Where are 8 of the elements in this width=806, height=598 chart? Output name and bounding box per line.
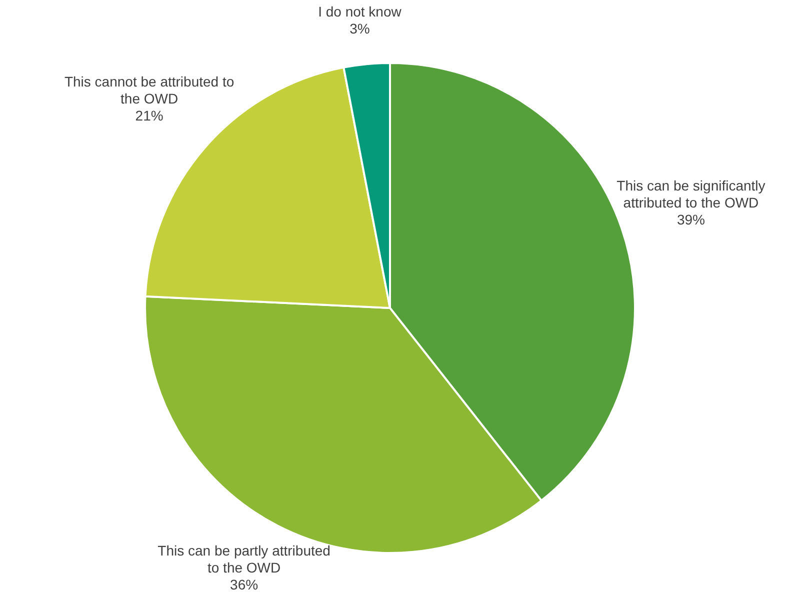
data-label: 36% <box>230 576 258 592</box>
slice-label: This cannot be attributed to the OWD <box>64 73 234 106</box>
data-label: 21% <box>135 107 164 124</box>
slice-label: This can be significantly attributed to the OWD <box>616 178 766 211</box>
slice-label: This can be partly attributed to the OWD <box>158 542 330 576</box>
slice-label: I do not know <box>318 3 402 20</box>
data-label: 3% <box>350 20 370 36</box>
data-label: 39% <box>676 212 705 228</box>
